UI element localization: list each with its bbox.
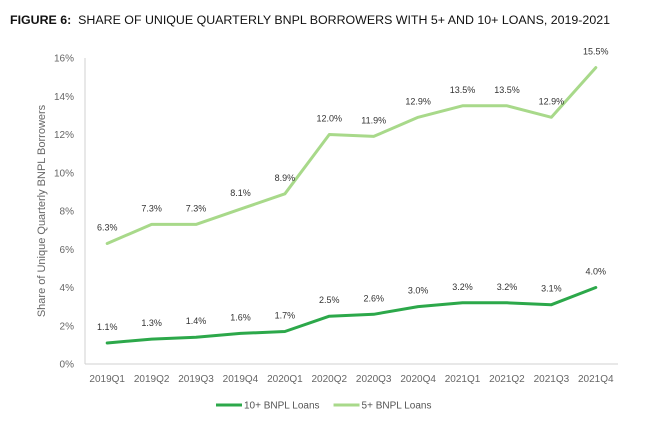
x-tick-labels: 2019Q1 2019Q2 2019Q3 2019Q4 2020Q1 2020Q2 2020… [89, 374, 614, 385]
y-tick-label: 4% [60, 283, 75, 294]
x-tick-label: 2021Q4 [578, 374, 614, 385]
data-label: 8.1% [230, 188, 251, 198]
x-tick-label: 2020Q1 [267, 374, 303, 385]
data-label: 3.2% [497, 282, 518, 292]
legend-label: 5+ BNPL Loans [362, 401, 432, 412]
x-tick-label: 2019Q4 [223, 374, 259, 385]
data-label: 1.4% [186, 316, 207, 326]
data-label: 6.3% [97, 223, 118, 233]
y-tick-label: 10% [54, 168, 74, 179]
y-tick-label: 6% [60, 245, 75, 256]
data-labels: 1.1% 1.3% 1.4% 1.6% 1.7% 2.5% 2.6% 3.0% 3.2% 3.2%… [97, 47, 609, 332]
x-tick-label: 2019Q3 [178, 374, 214, 385]
y-tick-label: 0% [60, 360, 75, 371]
x-tick-label: 2019Q1 [89, 374, 125, 385]
data-label: 7.3% [141, 203, 162, 213]
x-tick-label: 2019Q2 [134, 374, 170, 385]
data-label: 12.0% [317, 114, 343, 124]
data-label: 2.6% [363, 293, 384, 303]
data-label: 15.5% [583, 47, 609, 57]
x-tick-label: 2021Q2 [489, 374, 525, 385]
y-tick-label: 16% [54, 54, 74, 65]
data-label: 13.5% [494, 85, 520, 95]
data-label: 1.6% [230, 312, 251, 322]
chart-legend: 10+ BNPL Loans 5+ BNPL Loans [216, 401, 432, 412]
x-tick-label: 2021Q1 [445, 374, 481, 385]
x-tick-label: 2021Q3 [534, 374, 570, 385]
y-tick-label: 12% [54, 130, 74, 141]
y-tick-label: 8% [60, 207, 75, 218]
x-tick-label: 2020Q4 [400, 374, 436, 385]
series-lines [105, 66, 598, 345]
chart-axes [84, 58, 618, 365]
data-label: 4.0% [586, 267, 607, 277]
y-tick-label: 14% [54, 92, 74, 103]
x-tick-label: 2020Q3 [356, 374, 392, 385]
data-label: 12.9% [405, 96, 431, 106]
data-label: 8.9% [275, 173, 296, 183]
data-label: 11.9% [361, 115, 386, 125]
series-line-10-plus [105, 286, 598, 345]
y-tick-label: 2% [60, 321, 75, 332]
data-label: 1.3% [141, 318, 162, 328]
figure-label: FIGURE 6: [10, 13, 72, 27]
x-tick-label: 2020Q2 [311, 374, 347, 385]
data-label: 2.5% [319, 295, 340, 305]
series-line-5-plus [105, 66, 598, 245]
data-label: 13.5% [450, 85, 476, 95]
y-axis-title: Share of Unique Quarterly BNPL Borrowers [36, 104, 48, 317]
data-label: 3.1% [541, 284, 562, 294]
data-label: 12.9% [539, 96, 565, 106]
data-label: 3.0% [408, 286, 429, 296]
y-tick-labels: 0% 2% 4% 6% 8% 10% 12% 14% 16% [54, 54, 74, 371]
data-label: 1.1% [97, 322, 118, 332]
figure-title-text: SHARE OF UNIQUE QUARTERLY BNPL BORROWERS… [78, 13, 610, 27]
legend-label: 10+ BNPL Loans [244, 401, 320, 412]
data-label: 7.3% [186, 203, 207, 213]
data-label: 1.7% [275, 310, 296, 320]
data-label: 3.2% [452, 282, 473, 292]
figure-title: FIGURE 6: SHARE OF UNIQUE QUARTERLY BNPL… [10, 13, 640, 27]
